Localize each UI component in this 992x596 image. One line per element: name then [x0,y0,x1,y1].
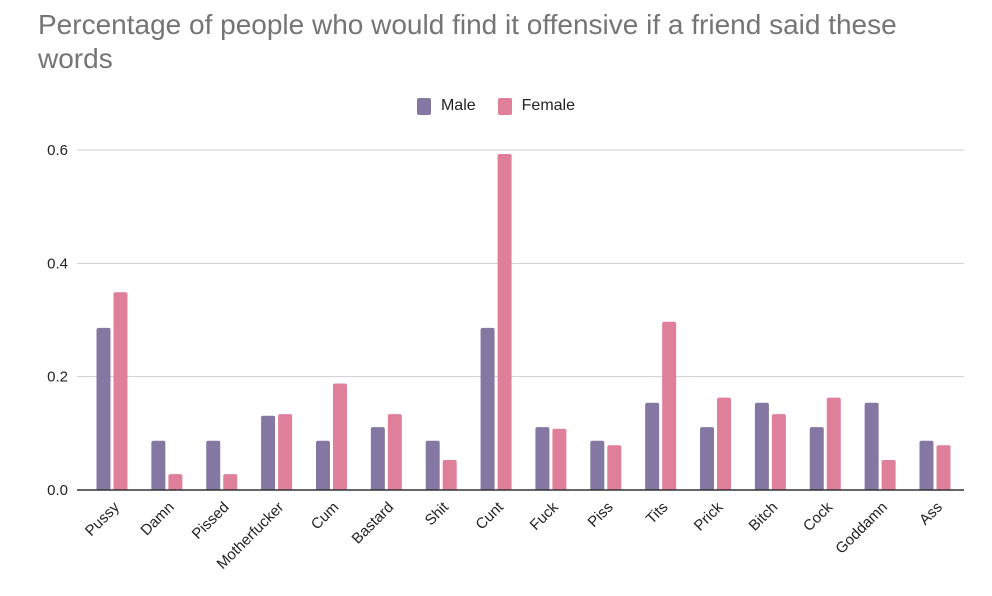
bar-male [535,427,550,490]
bar-male [96,327,111,490]
x-tick-label: Tits [643,499,672,528]
bar-female [717,397,732,490]
bar-male [370,427,385,490]
bar-female [332,383,347,490]
y-tick-label: 0.0 [47,482,68,499]
x-tick-label: Fuck [527,498,562,533]
bar-male [425,440,440,490]
bar-female [771,414,786,490]
legend-swatch-male [416,97,431,115]
bar-male [590,440,605,490]
x-tick-label: Cum [308,499,342,533]
x-tick-label: Pussy [82,498,123,539]
bar-male [480,327,495,490]
x-tick-label: Shit [422,498,453,529]
bar-female [936,445,951,490]
bar-female [881,459,896,490]
x-tick-label: Bitch [746,499,782,535]
bar-female [662,321,677,490]
legend-label-female: Female [521,97,576,114]
bar-male [261,415,276,490]
bar-male [151,440,166,490]
bar-female [113,292,128,490]
x-tick-label: Cock [800,498,837,535]
legend-item-female[interactable]: Female [497,97,576,115]
x-tick-label: Pissed [189,499,233,543]
bar-female [497,153,512,490]
bar-female [223,474,238,490]
bar-female [387,414,402,490]
bar-male [864,402,879,490]
bar-female [552,428,567,490]
bar-male [700,427,715,490]
bar-male [645,402,660,490]
x-tick-label: Damn [137,499,177,539]
legend-item-male[interactable]: Male [416,97,476,115]
chart-title: Percentage of people who would find it o… [38,9,897,74]
x-tick-label: Goddamn [832,499,891,558]
x-tick-label: Prick [691,498,727,534]
y-tick-label: 0.4 [47,255,68,272]
y-tick-label: 0.6 [47,142,68,159]
x-tick-label: Cunt [472,498,507,533]
legend: Male Female [0,97,992,115]
bar-female [442,459,457,490]
x-tick-label: Ass [916,499,946,529]
y-tick-label: 0.2 [47,369,68,386]
legend-label-male: Male [440,97,476,114]
bar-male [754,402,769,490]
legend-swatch-female [497,97,512,115]
bar-male [809,427,824,490]
bar-male [206,440,221,490]
bar-male [315,440,330,490]
bar-female [826,397,841,490]
x-tick-label: Piss [585,499,617,531]
x-tick-label: Bastard [349,499,398,548]
bar-female [278,414,293,490]
bar-female [168,474,183,490]
bar-female [607,445,622,490]
bar-male [919,440,934,490]
